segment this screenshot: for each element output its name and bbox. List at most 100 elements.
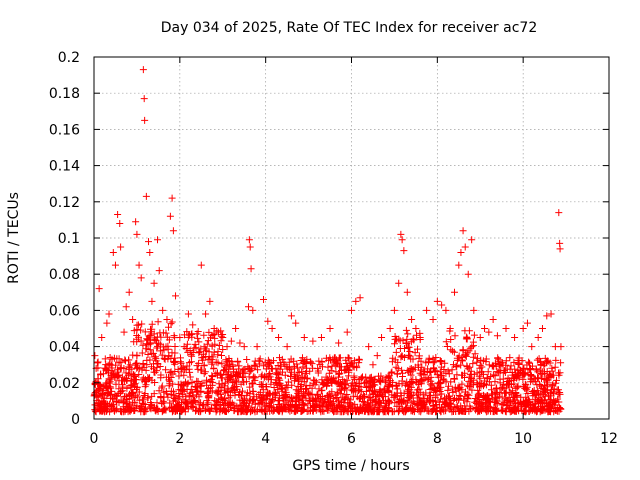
data-point [227, 337, 235, 345]
data-point [373, 352, 381, 360]
data-point [214, 328, 222, 336]
y-tick-labels: 0 0.02 0.04 0.06 0.08 0.1 0.12 0.14 0.16 0.18 0.2 [49, 50, 80, 428]
y-tick-label: 0 [71, 412, 80, 428]
data-point [523, 319, 531, 327]
data-point [232, 325, 240, 332]
data-point [159, 306, 167, 314]
data-point [245, 236, 253, 244]
data-point [105, 310, 113, 318]
data-point [93, 359, 101, 367]
data-point [163, 315, 171, 323]
data-point [300, 334, 308, 342]
data-point [264, 317, 272, 325]
data-point [446, 325, 454, 332]
data-point [98, 334, 106, 342]
data-point [184, 310, 192, 318]
grid-lines [94, 57, 609, 419]
data-point [99, 370, 107, 378]
data-point [511, 334, 519, 342]
x-axis-label: GPS time / hours [292, 458, 409, 474]
data-point [356, 294, 364, 302]
data-point [408, 315, 416, 323]
x-tick-label: 10 [514, 431, 532, 447]
data-point [400, 247, 408, 255]
data-point [268, 325, 276, 332]
data-point [109, 248, 117, 256]
data-point [481, 325, 489, 332]
y-tick-label: 0.18 [49, 86, 80, 102]
chart-title: Day 034 of 2025, Rate Of TEC Index for r… [161, 20, 537, 36]
data-point [249, 306, 257, 314]
data-point [129, 315, 137, 323]
data-point [348, 306, 355, 314]
data-point [386, 325, 394, 332]
data-point [176, 334, 184, 342]
axis-ticks [93, 56, 610, 420]
data-point [91, 352, 99, 360]
data-point [142, 192, 150, 200]
data-point [309, 337, 317, 345]
data-point [246, 243, 254, 251]
data-point [219, 334, 227, 342]
data-point [485, 328, 493, 336]
data-point [397, 230, 405, 238]
data-point [335, 339, 343, 347]
x-tick-labels: 0 2 4 6 8 10 12 [90, 431, 618, 447]
y-tick-label: 0.16 [49, 122, 80, 138]
y-tick-label: 0.02 [49, 376, 80, 392]
data-point [416, 334, 424, 342]
data-point [210, 325, 218, 332]
data-point [543, 312, 551, 320]
data-point [146, 248, 154, 256]
data-point [145, 238, 153, 246]
data-point [352, 297, 360, 305]
data-point [493, 332, 501, 340]
dense-noise-band [90, 318, 565, 416]
data-point [403, 288, 411, 296]
data-point [247, 265, 255, 273]
data-point [117, 243, 125, 251]
data-point [378, 334, 386, 342]
data-point [343, 328, 351, 336]
data-point [528, 343, 536, 351]
data-point [206, 297, 214, 305]
data-point [317, 334, 325, 342]
data-point [150, 279, 158, 287]
data-point [489, 315, 497, 323]
y-tick-label: 0.2 [58, 50, 80, 66]
data-point [534, 334, 542, 342]
x-tick-label: 12 [600, 431, 618, 447]
data-point [556, 245, 564, 253]
data-point [193, 330, 201, 338]
data-point [189, 321, 197, 329]
data-point [240, 343, 248, 351]
x-tick-label: 8 [433, 431, 442, 447]
data-point [538, 325, 546, 332]
data-point [519, 325, 527, 332]
data-point [154, 236, 162, 244]
y-tick-label: 0.14 [49, 159, 80, 175]
data-point [398, 236, 406, 244]
data-point [423, 306, 431, 314]
data-point [245, 303, 252, 311]
data-point [464, 270, 472, 278]
data-point [116, 220, 124, 228]
data-point [547, 310, 555, 318]
data-point [114, 210, 122, 218]
data-point [135, 261, 143, 269]
y-tick-label: 0.06 [49, 303, 80, 319]
data-point [429, 315, 437, 323]
data-point [103, 319, 111, 327]
data-point [461, 243, 469, 251]
data-point [137, 274, 145, 282]
data-point [133, 230, 141, 238]
data-point [292, 319, 300, 327]
data-point [275, 334, 283, 342]
data-point [260, 296, 268, 304]
y-tick-label: 0.1 [58, 231, 80, 247]
data-point [141, 116, 149, 124]
data-point [122, 303, 130, 311]
data-point [438, 301, 446, 309]
data-point [557, 343, 565, 351]
x-tick-label: 4 [261, 431, 270, 447]
